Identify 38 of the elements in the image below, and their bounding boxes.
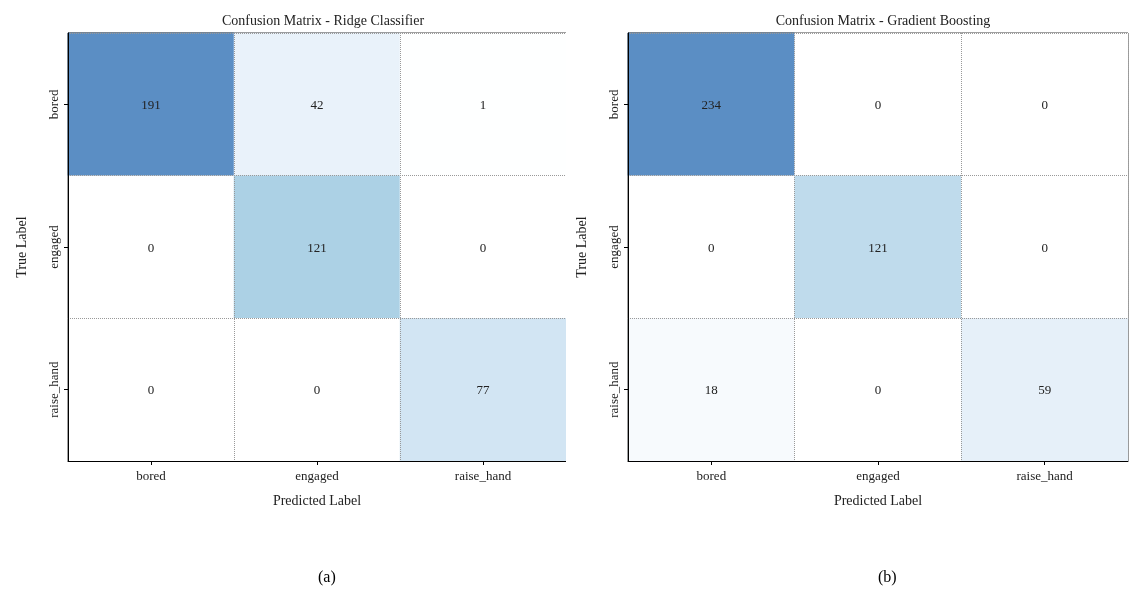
x-axis-title: Predicted Label	[833, 492, 922, 508]
x-tick-label: raise_hand	[1016, 468, 1073, 483]
data-label: 0	[313, 382, 321, 398]
chart-title: Confusion Matrix - Ridge Classifier	[221, 12, 425, 28]
y-tick-label: bored	[46, 89, 61, 120]
y-axis-title: True Label	[13, 216, 29, 278]
data-label: 0	[1040, 239, 1048, 255]
x-tick-label: engaged	[295, 468, 340, 483]
y-tick-label: engaged	[605, 224, 621, 269]
x-tick-label: bored	[136, 468, 167, 483]
x-tick-label: engaged	[855, 468, 900, 483]
y-tick-label: bored	[605, 89, 621, 120]
data-label: 191	[141, 96, 161, 112]
data-label: 42	[310, 96, 324, 112]
data-label: 121	[867, 239, 888, 255]
data-label: 0	[874, 96, 881, 112]
x-tick-label: raise_hand	[454, 468, 512, 483]
x-tick-label: bored	[696, 468, 727, 483]
data-label: 234	[701, 96, 722, 112]
data-label: 1	[479, 96, 487, 112]
y-tick-label: engaged	[46, 224, 61, 269]
chart-title: Confusion Matrix - Gradient Boosting	[775, 12, 990, 28]
data-label: 0	[479, 239, 487, 255]
y-axis-title: True Label	[573, 216, 588, 278]
data-label: 121	[307, 239, 327, 255]
text: (a)	[318, 567, 336, 586]
data-label: 59	[1037, 382, 1051, 398]
data-label: 0	[1040, 96, 1048, 112]
data-label: 0	[147, 382, 155, 398]
y-tick-label: raise_hand	[46, 361, 61, 418]
text: (b)	[877, 567, 897, 586]
data-label: 0	[874, 382, 881, 398]
data-label: 0	[147, 239, 155, 255]
y-tick-label: raise_hand	[605, 361, 621, 418]
data-label: 18	[704, 382, 718, 398]
data-label: 77	[476, 382, 490, 398]
x-axis-title: Predicted Label	[272, 492, 362, 508]
data-label: 0	[707, 239, 715, 255]
